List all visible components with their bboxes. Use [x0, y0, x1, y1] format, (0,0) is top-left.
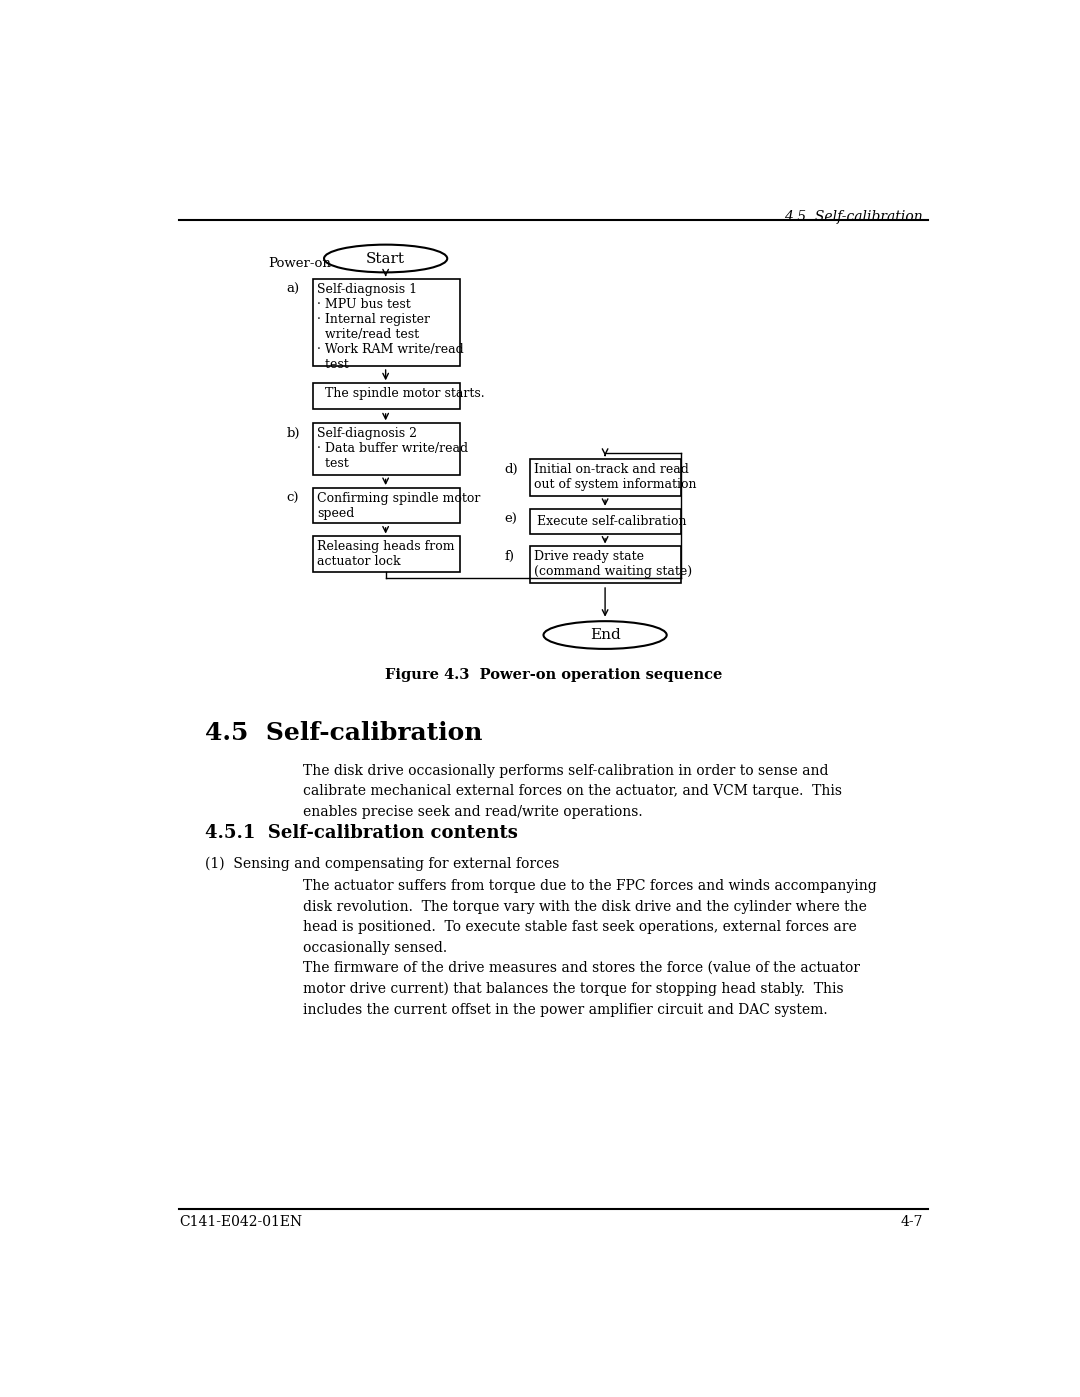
Text: Figure 4.3  Power-on operation sequence: Figure 4.3 Power-on operation sequence — [384, 668, 723, 682]
Text: The actuator suffers from torque due to the FPC forces and winds accompanying
di: The actuator suffers from torque due to … — [303, 879, 877, 956]
Text: The firmware of the drive measures and stores the force (value of the actuator
m: The firmware of the drive measures and s… — [303, 961, 861, 1017]
Text: f): f) — [504, 550, 514, 563]
Text: 4-7: 4-7 — [901, 1215, 923, 1229]
Text: d): d) — [504, 462, 517, 475]
Text: 4.5.1  Self-calibration contents: 4.5.1 Self-calibration contents — [205, 824, 518, 841]
Text: Confirming spindle motor
speed: Confirming spindle motor speed — [318, 492, 481, 520]
Text: Initial on-track and read
out of system information: Initial on-track and read out of system … — [535, 462, 697, 490]
Bar — [313, 423, 460, 475]
Bar — [313, 279, 460, 366]
Text: e): e) — [504, 513, 517, 525]
Text: Self-diagnosis 1
· MPU bus test
· Internal register
  write/read test
· Work RAM: Self-diagnosis 1 · MPU bus test · Intern… — [318, 284, 464, 372]
Text: Drive ready state
(command waiting state): Drive ready state (command waiting state… — [535, 550, 692, 578]
Bar — [530, 546, 680, 584]
Text: The spindle motor starts.: The spindle motor starts. — [325, 387, 485, 400]
Text: C141-E042-01EN: C141-E042-01EN — [179, 1215, 302, 1229]
Text: Self-diagnosis 2
· Data buffer write/read
  test: Self-diagnosis 2 · Data buffer write/rea… — [318, 427, 469, 471]
Text: End: End — [590, 629, 621, 643]
Bar — [313, 383, 460, 409]
Bar — [313, 536, 460, 571]
Text: (1)  Sensing and compensating for external forces: (1) Sensing and compensating for externa… — [205, 856, 559, 872]
Text: a): a) — [286, 284, 299, 296]
Text: c): c) — [286, 492, 299, 504]
Text: Execute self-calibration: Execute self-calibration — [537, 515, 686, 528]
Bar — [530, 509, 680, 534]
Text: Start: Start — [366, 251, 405, 265]
Text: The disk drive occasionally performs self-calibration in order to sense and
cali: The disk drive occasionally performs sel… — [303, 764, 842, 819]
Ellipse shape — [543, 622, 666, 648]
Ellipse shape — [324, 244, 447, 272]
Bar — [530, 458, 680, 496]
Text: 4.5  Self-calibration: 4.5 Self-calibration — [784, 210, 923, 224]
Text: 4.5  Self-calibration: 4.5 Self-calibration — [205, 721, 483, 745]
Text: b): b) — [286, 427, 300, 440]
Text: Power-on: Power-on — [269, 257, 332, 271]
Text: Releasing heads from
actuator lock: Releasing heads from actuator lock — [318, 541, 455, 569]
Bar — [313, 488, 460, 524]
